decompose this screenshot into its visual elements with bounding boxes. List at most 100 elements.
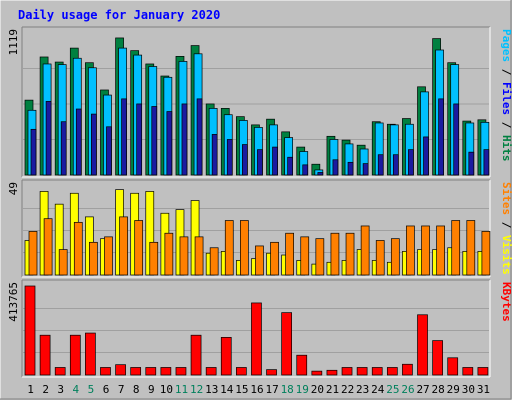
x-tick-label: 6 xyxy=(103,383,110,396)
bar-sites xyxy=(255,245,264,276)
bar-kbytes xyxy=(311,370,323,376)
bar-pages xyxy=(60,121,67,176)
bar-kbytes xyxy=(130,367,142,376)
bar-sites xyxy=(345,232,355,276)
bar-sites xyxy=(194,236,204,276)
x-tick-label: 13 xyxy=(205,383,218,396)
bar-kbytes xyxy=(190,334,202,376)
bar-sites xyxy=(58,249,68,276)
x-tick-label: 12 xyxy=(190,383,203,396)
bar-pages xyxy=(287,156,293,176)
x-tick-label: 7 xyxy=(118,383,125,396)
bar-kbytes xyxy=(296,354,308,376)
bar-pages xyxy=(75,108,82,176)
bar-sites xyxy=(73,221,83,276)
bar-sites xyxy=(240,220,249,276)
bar-sites xyxy=(119,216,128,276)
x-tick-label: 8 xyxy=(133,383,140,396)
bar-kbytes xyxy=(386,367,398,376)
bar-kbytes xyxy=(24,285,36,376)
bar-kbytes xyxy=(341,367,353,376)
bar-kbytes xyxy=(205,367,217,376)
bar-kbytes xyxy=(54,367,66,376)
bar-sites xyxy=(421,225,430,276)
bar-pages xyxy=(30,128,37,176)
bar-pages xyxy=(408,149,414,176)
bar-kbytes xyxy=(417,314,428,376)
bar-pages xyxy=(272,146,278,176)
x-tick-label: 26 xyxy=(401,383,414,396)
bar-sites xyxy=(285,232,294,276)
x-tick-label: 27 xyxy=(416,383,429,396)
bar-pages xyxy=(392,154,399,176)
bar-sites xyxy=(134,220,144,276)
bar-pages xyxy=(468,151,475,176)
chart-panels: 1119 Pages / Files / Hits 49 Sites / Visits… xyxy=(7,26,512,378)
x-tick-label: 29 xyxy=(447,383,460,396)
bar-kbytes xyxy=(175,367,187,376)
x-tick-label: 5 xyxy=(88,383,95,396)
x-tick-label: 14 xyxy=(220,383,234,396)
bar-sites xyxy=(481,231,491,276)
bar-kbytes xyxy=(145,367,157,376)
bar-pages xyxy=(45,101,52,176)
bar-kbytes xyxy=(447,357,459,376)
bar-kbytes xyxy=(160,367,172,376)
bar-pages xyxy=(453,103,460,176)
bar-pages xyxy=(347,161,354,176)
bar-pages xyxy=(181,103,188,176)
bar-pages xyxy=(483,149,490,176)
bar-kbytes xyxy=(432,340,443,376)
bar-pages xyxy=(257,149,263,176)
x-tick-label: 31 xyxy=(477,383,490,396)
bar-kbytes xyxy=(477,367,489,376)
x-tick-label: 25 xyxy=(386,383,399,396)
bar-pages xyxy=(242,144,248,176)
bar-sites xyxy=(179,236,189,276)
bar-pages xyxy=(377,154,384,176)
panel-hits-files-pages: 1119 Pages / Files / Hits xyxy=(7,26,512,178)
bar-sites xyxy=(330,232,340,276)
bar-pages xyxy=(317,172,324,176)
bar-pages xyxy=(136,103,143,176)
bar-pages xyxy=(332,159,339,176)
bar-sites xyxy=(436,225,445,276)
x-tick-label: 22 xyxy=(341,383,354,396)
bar-kbytes xyxy=(69,334,81,376)
bar-pages xyxy=(302,164,309,176)
bar-pages xyxy=(362,163,369,176)
y-max-label: 49 xyxy=(7,182,20,195)
bar-sites xyxy=(28,231,38,276)
bar-kbytes xyxy=(402,363,413,376)
bar-kbytes xyxy=(39,334,51,376)
bar-kbytes xyxy=(266,369,277,376)
bar-kbytes xyxy=(115,364,126,376)
bar-sites xyxy=(300,236,310,276)
bar-pages xyxy=(91,113,97,176)
bar-sites xyxy=(360,225,370,276)
bar-kbytes xyxy=(356,367,368,376)
x-tick-label: 20 xyxy=(311,383,324,396)
bar-kbytes xyxy=(371,367,383,376)
x-tick-label: 21 xyxy=(326,383,339,396)
bar-pages xyxy=(166,111,173,176)
panel-kbytes: 413765 KBytes xyxy=(7,279,512,378)
legend-hits-files-pages: Pages / Files / Hits xyxy=(500,29,512,162)
x-tick-label: 18 xyxy=(281,383,294,396)
bar-pages xyxy=(438,98,444,176)
x-tick-label: 11 xyxy=(175,383,188,396)
bar-pages xyxy=(211,134,218,176)
bar-kbytes xyxy=(462,367,474,376)
bar-pages xyxy=(121,98,127,176)
bar-pages xyxy=(196,98,203,176)
legend-kbytes: KBytes xyxy=(500,282,512,322)
x-tick-label: 19 xyxy=(296,383,309,396)
bar-sites xyxy=(104,236,113,276)
bar-sites xyxy=(149,241,159,276)
x-tick-label: 4 xyxy=(73,383,80,396)
bar-sites xyxy=(270,241,279,276)
bar-kbytes xyxy=(326,369,338,376)
bar-pages xyxy=(106,126,112,176)
bar-sites xyxy=(164,232,174,276)
x-tick-label: 28 xyxy=(432,383,445,396)
